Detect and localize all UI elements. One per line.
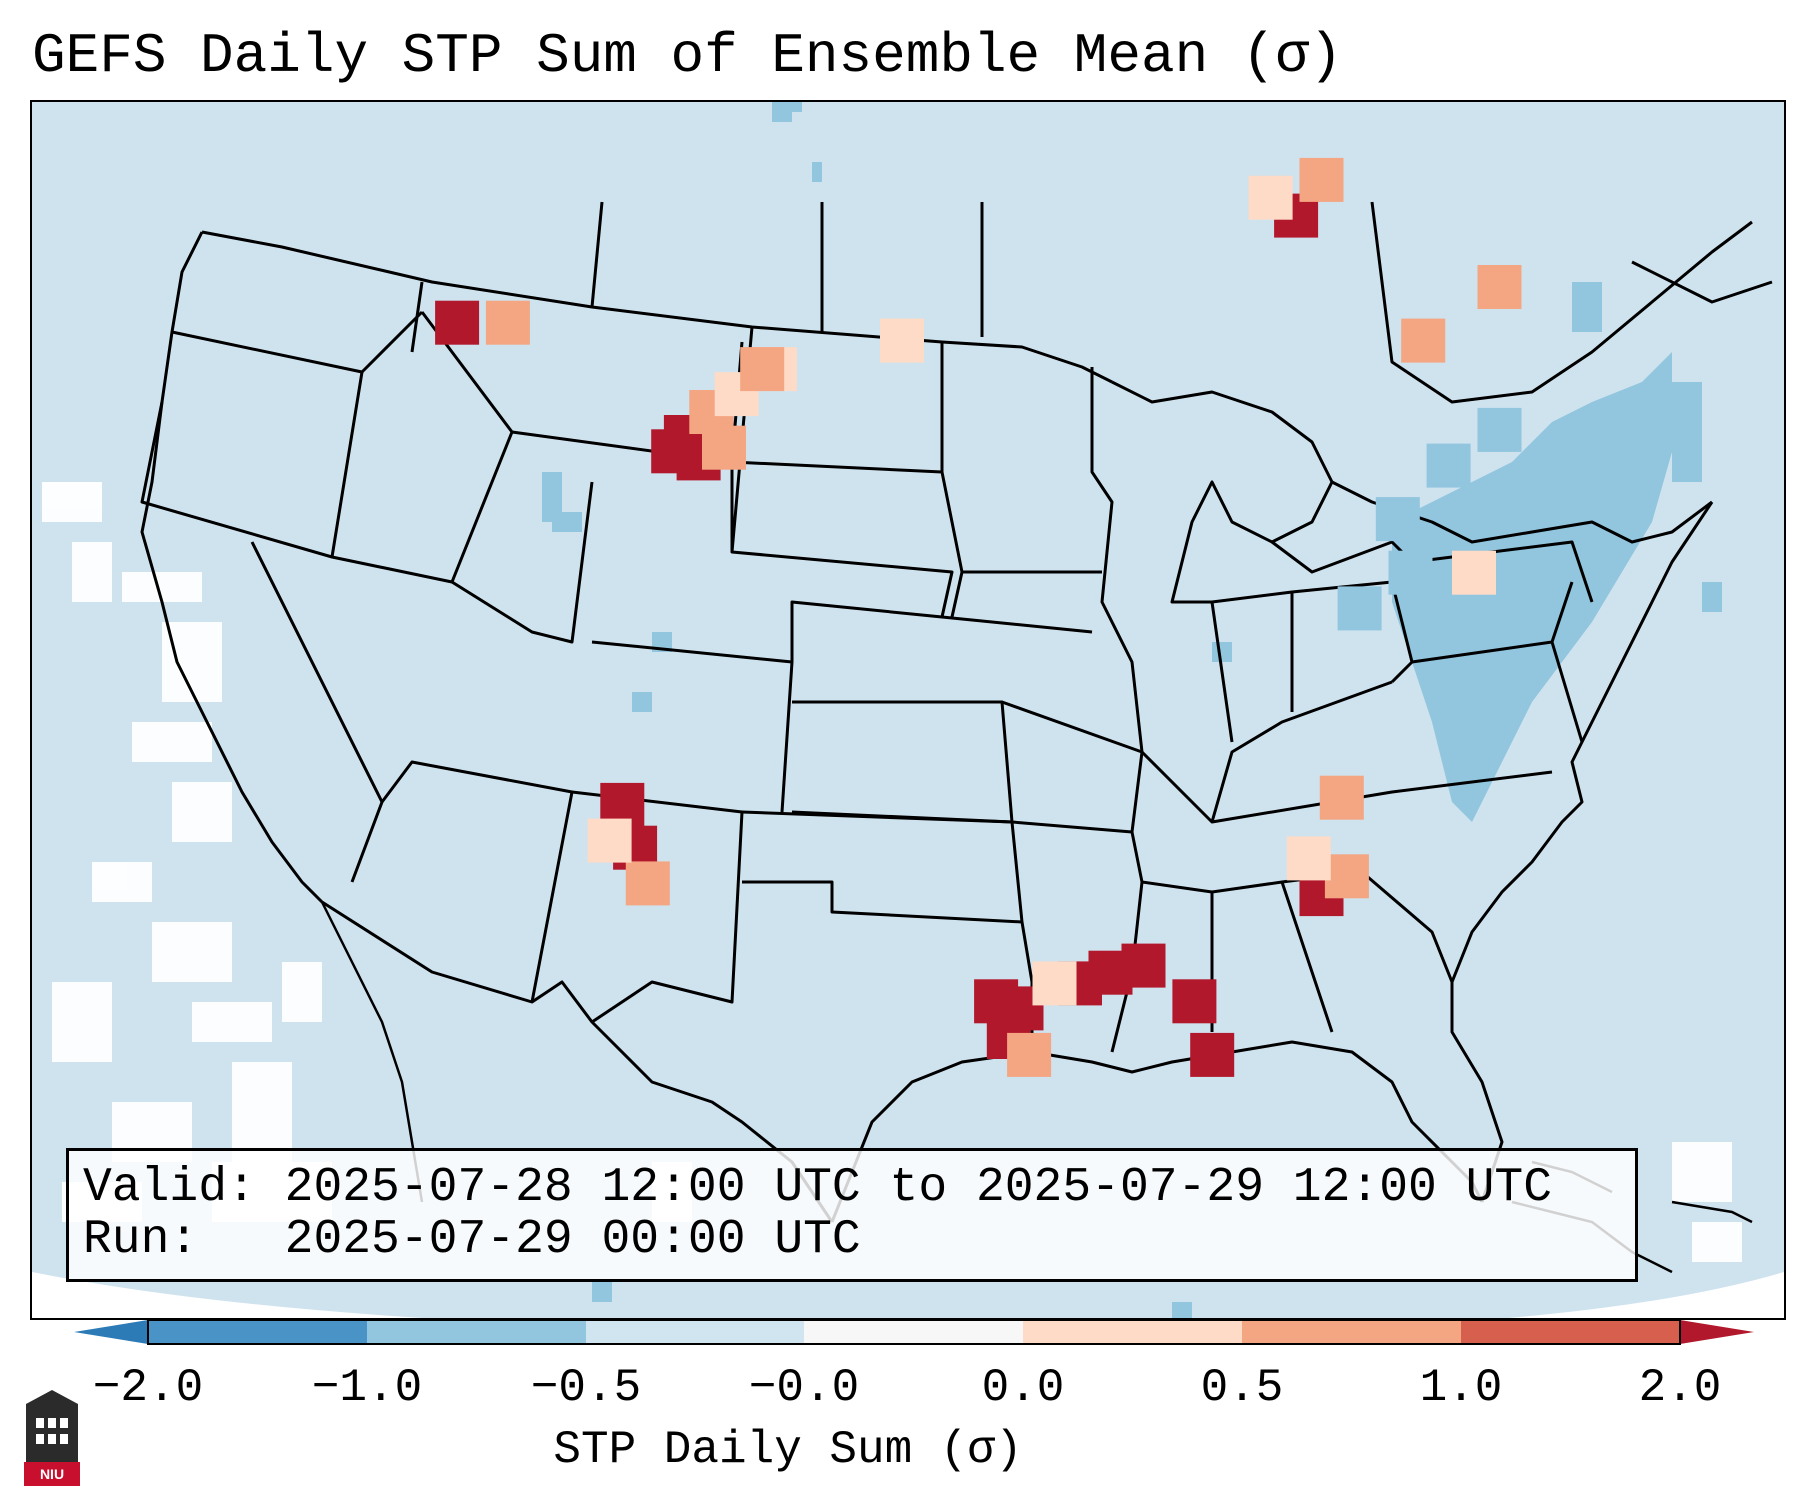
colorbar-extend-max — [1680, 1320, 1754, 1344]
stp-cell — [1477, 265, 1522, 309]
stp-cell — [1324, 854, 1369, 899]
stp-cell — [1426, 443, 1471, 488]
state-borders — [140, 201, 1773, 1223]
colorbar — [74, 1319, 1754, 1345]
stp-cell — [1375, 497, 1420, 542]
stp-cell — [1248, 175, 1293, 220]
stp-cell — [1388, 550, 1433, 595]
colorbar-segment — [148, 1320, 367, 1344]
colorbar-tick-label: −1.0 — [311, 1362, 423, 1414]
stp-heatmap — [435, 157, 1522, 1077]
stp-cell — [1172, 979, 1217, 1024]
stp-cell — [1401, 318, 1446, 363]
negative-patches — [542, 102, 1722, 1318]
map-canvas — [32, 102, 1784, 1318]
niu-logo — [24, 1390, 80, 1486]
stp-cell — [435, 300, 480, 345]
colorbar-segment — [804, 1320, 1023, 1344]
colorbar-segments — [148, 1320, 1680, 1344]
colorbar-tick-label: 2.0 — [1638, 1362, 1722, 1414]
colorbar-tick-label: 1.0 — [1419, 1362, 1503, 1414]
stp-cell — [1299, 157, 1344, 202]
colorbar-extend-min — [74, 1320, 148, 1344]
logo-text: NIU — [39, 1466, 65, 1482]
colorbar-segment — [367, 1320, 586, 1344]
stp-cell — [1190, 1032, 1235, 1077]
valid-line: Valid: 2025-07-28 12:00 UTC to 2025-07-2… — [83, 1161, 1553, 1215]
run-line: Run: 2025-07-29 00:00 UTC — [83, 1213, 861, 1267]
colorbar-segment — [1461, 1320, 1680, 1344]
colorbar-tick-label: 0.5 — [1200, 1362, 1284, 1414]
stp-cell — [1452, 550, 1496, 595]
map-title: GEFS Daily STP Sum of Ensemble Mean (σ) — [32, 24, 1343, 88]
colorbar-segment — [1242, 1320, 1461, 1344]
stp-cell — [485, 300, 530, 345]
colorbar-tick-label: −2.0 — [92, 1362, 204, 1414]
projection-edge — [32, 1272, 1784, 1318]
valid-time-box: Valid: 2025-07-28 12:00 UTC to 2025-07-2… — [66, 1148, 1638, 1282]
colorbar-tick-label: −0.5 — [530, 1362, 642, 1414]
colorbar-outline — [147, 1319, 1681, 1345]
stp-cell — [651, 429, 696, 474]
stp-cell — [1032, 961, 1077, 1006]
stp-cell — [1286, 836, 1331, 881]
stp-cell — [740, 347, 785, 392]
colorbar-label: STP Daily Sum (σ) — [553, 1424, 1023, 1476]
colorbar-tick-label: −0.0 — [748, 1362, 860, 1414]
stp-cell — [1007, 1032, 1052, 1077]
stp-cell — [587, 818, 632, 863]
map-panel[interactable] — [30, 100, 1786, 1320]
stp-cell — [1319, 775, 1364, 820]
colorbar-segment — [1023, 1320, 1242, 1344]
stp-cell — [1337, 586, 1382, 631]
stp-cell — [880, 318, 924, 363]
stp-cell — [1121, 943, 1166, 988]
colorbar-tick-label: 0.0 — [981, 1362, 1065, 1414]
colorbar-segment — [586, 1320, 804, 1344]
stp-cell — [625, 861, 670, 906]
stp-cell — [1477, 407, 1522, 452]
